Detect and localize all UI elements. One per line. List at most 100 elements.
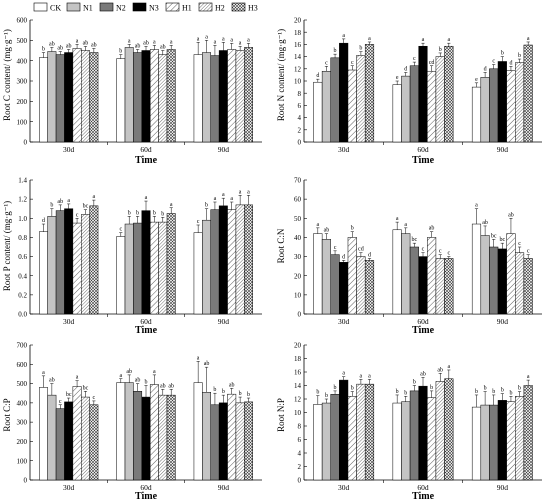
bar-n3-60d [418, 385, 428, 481]
y-tick-label: 6 [298, 102, 302, 110]
x-tick-label: 60d [140, 483, 152, 492]
y-tick-label: 2 [298, 126, 302, 134]
bar-h2-30d [81, 396, 90, 481]
bar-h3-60d [166, 394, 176, 481]
y-tick-label: 4 [298, 114, 302, 122]
significance-letter: cd [429, 60, 435, 66]
bar-n1-90d [480, 404, 490, 481]
significance-letter: a [527, 374, 530, 380]
significance-letter: d [484, 66, 487, 72]
significance-letter: c [448, 251, 451, 257]
legend-label-h3: H3 [248, 4, 258, 13]
bar-ck-60d [116, 58, 126, 143]
bar-n3-90d [497, 61, 507, 143]
significance-letter: bc [491, 233, 497, 239]
bar-n2-60d [409, 246, 419, 315]
significance-letter: bc [83, 385, 89, 391]
bar-n2-60d [409, 65, 419, 143]
chart-panel-root-c-p: Root C:P Time 0 100 200 300 400 500 600 700 30d a… [2, 342, 262, 502]
y-tick-label: 500 [17, 380, 28, 388]
bar-h1-60d [427, 70, 437, 143]
bar-h3-90d [244, 204, 253, 315]
bar-ck-60d [116, 236, 126, 315]
bar-h2-60d [158, 54, 168, 143]
y-tick-label: 0.0 [18, 311, 27, 319]
bar-n3-90d [497, 400, 507, 481]
y-tick-label: 10 [294, 78, 302, 86]
bar-n3-30d [64, 52, 74, 143]
significance-letter: a [153, 369, 156, 375]
x-axis-label: Time [412, 491, 435, 502]
y-tick-label: 200 [17, 98, 28, 106]
y-axis-label: Root N content/ (mg·g⁻¹) [276, 29, 286, 121]
bar-n3-90d [218, 50, 228, 143]
x-tick-label: 60d [140, 145, 152, 154]
significance-letter: e [475, 77, 478, 83]
bar-h2-90d [515, 252, 525, 315]
significance-letter: a [368, 36, 371, 42]
y-tick-label: 30 [294, 253, 302, 261]
significance-letter: d [316, 73, 319, 79]
y-tick-label: 20 [294, 342, 302, 350]
y-tick-label: 10 [294, 409, 302, 417]
bar-n1-60d [401, 401, 411, 481]
bar-h2-60d [435, 56, 445, 143]
legend-swatch-n3 [132, 2, 147, 12]
significance-letter: b [509, 390, 512, 396]
bar-n2-90d [210, 209, 220, 315]
significance-letter: ab [482, 220, 488, 226]
legend-swatch-h1 [165, 2, 180, 12]
chart-panel-root-c-content: Root C content/ (mg·g⁻¹) Time 0 100 200 300… [2, 17, 262, 166]
significance-letter: c [518, 241, 521, 247]
significance-letter: b [42, 47, 45, 53]
significance-letter: bc [412, 237, 418, 243]
bar-n2-90d [489, 404, 499, 481]
significance-letter: b [404, 390, 407, 396]
bar-h1-60d [149, 49, 159, 143]
significance-letter: ab [160, 45, 166, 51]
x-tick-label: 30d [338, 145, 350, 154]
bar-h1-30d [347, 237, 357, 315]
significance-letter: b [128, 210, 131, 216]
bar-n1-30d [47, 216, 57, 315]
significance-letter: a [475, 203, 478, 209]
y-tick-label: 0 [298, 477, 302, 485]
significance-letter: a [342, 33, 345, 39]
legend-label-n1: N1 [83, 4, 93, 13]
significance-letter: b [205, 203, 208, 209]
bar-n2-30d [330, 57, 340, 143]
y-tick-label: 12 [294, 65, 302, 73]
significance-letter: ab [168, 383, 174, 389]
significance-letter: ab [160, 383, 166, 389]
legend-label-n3: N3 [149, 4, 159, 13]
bar-n1-60d [124, 382, 134, 481]
bar-n3-30d [64, 401, 74, 481]
bar-n3-60d [141, 396, 151, 481]
bar-n1-30d [47, 394, 57, 481]
y-tick-label: 14 [294, 53, 302, 61]
bar-h2-30d [81, 50, 90, 143]
bar-h2-90d [235, 204, 245, 315]
bar-ck-90d [193, 54, 203, 143]
y-tick-label: 400 [17, 57, 28, 65]
bar-h1-30d [72, 386, 82, 481]
significance-letter: c [334, 245, 337, 251]
bar-n3-90d [218, 402, 228, 481]
y-tick-label: 0.4 [18, 272, 27, 280]
significance-letter: a [76, 38, 79, 44]
significance-letter: ab [57, 199, 63, 205]
bar-n1-90d [480, 235, 490, 315]
significance-letter: a [527, 36, 530, 42]
bar-n1-30d [321, 239, 331, 315]
significance-letter: c [59, 399, 62, 405]
bar-ck-90d [193, 382, 203, 481]
bar-n2-60d [133, 52, 143, 143]
x-tick-label: 90d [497, 145, 509, 154]
x-tick-label: 60d [417, 145, 429, 154]
significance-letter: b [316, 390, 319, 396]
y-axis-label: Root C content/ (mg·g⁻¹) [2, 29, 12, 121]
significance-letter: b [213, 387, 216, 393]
significance-letter: b [136, 210, 139, 216]
bar-h3-90d [523, 258, 533, 315]
bar-h1-30d [72, 222, 82, 315]
